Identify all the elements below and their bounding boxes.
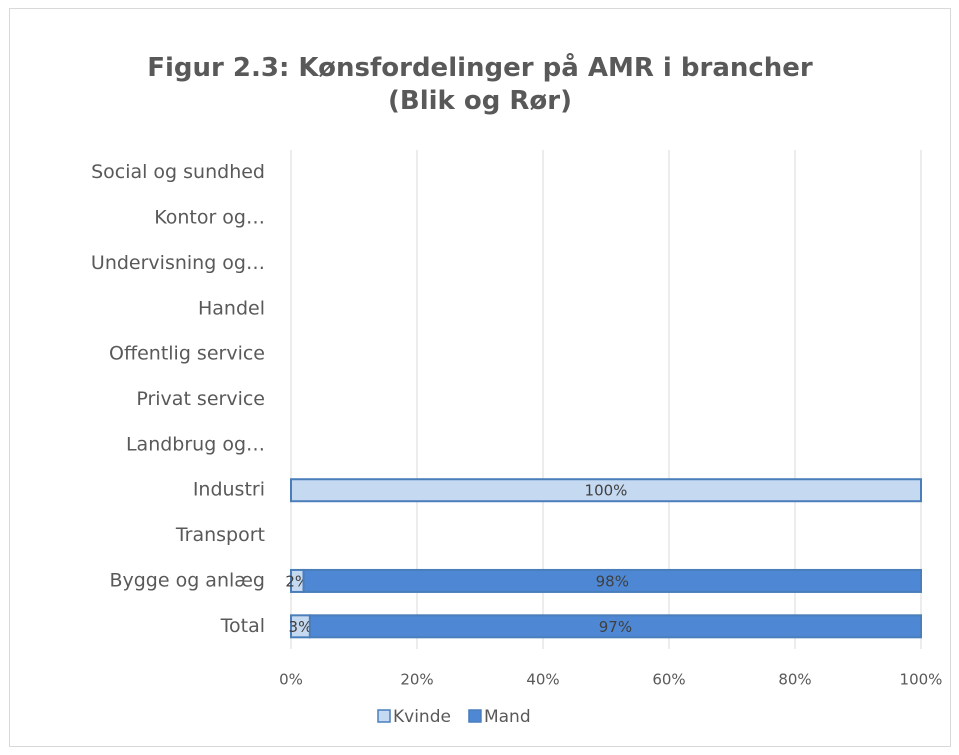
legend-swatch [468,709,482,723]
data-label: 3% [289,618,313,636]
data-label: 97% [599,618,632,636]
y-tick-label: Offentlig service [109,343,265,365]
x-tick-label: 80% [778,671,811,689]
chart-title: Figur 2.3: Kønsfordelinger på AMR i bran… [147,53,813,116]
y-tick-label: Social og sundhed [91,161,265,183]
bar-segment [302,568,923,593]
data-label: 98% [596,572,629,590]
bar-segment [308,614,922,639]
x-tick-label: 20% [400,671,433,689]
y-tick-label: Transport [175,524,265,546]
y-tick-label: Landbrug og… [126,433,265,455]
y-tick-label: Industri [193,479,265,501]
y-tick-label: Total [220,615,265,637]
bar-segment [290,478,922,503]
x-tick-label: 0% [279,671,303,689]
y-tick-label: Undervisning og… [91,252,265,274]
data-label: 100% [585,482,628,500]
x-tick-label: 100% [900,671,943,689]
legend-label: Kvinde [393,707,451,727]
y-tick-label: Handel [198,297,265,319]
y-tick-label: Kontor og… [154,207,265,229]
x-tick-label: 60% [652,671,685,689]
y-tick-label: Privat service [136,388,265,410]
legend-label: Mand [484,707,531,727]
y-tick-label: Bygge og anlæg [109,569,265,591]
legend-swatch [377,709,391,723]
x-tick-label: 40% [526,671,559,689]
